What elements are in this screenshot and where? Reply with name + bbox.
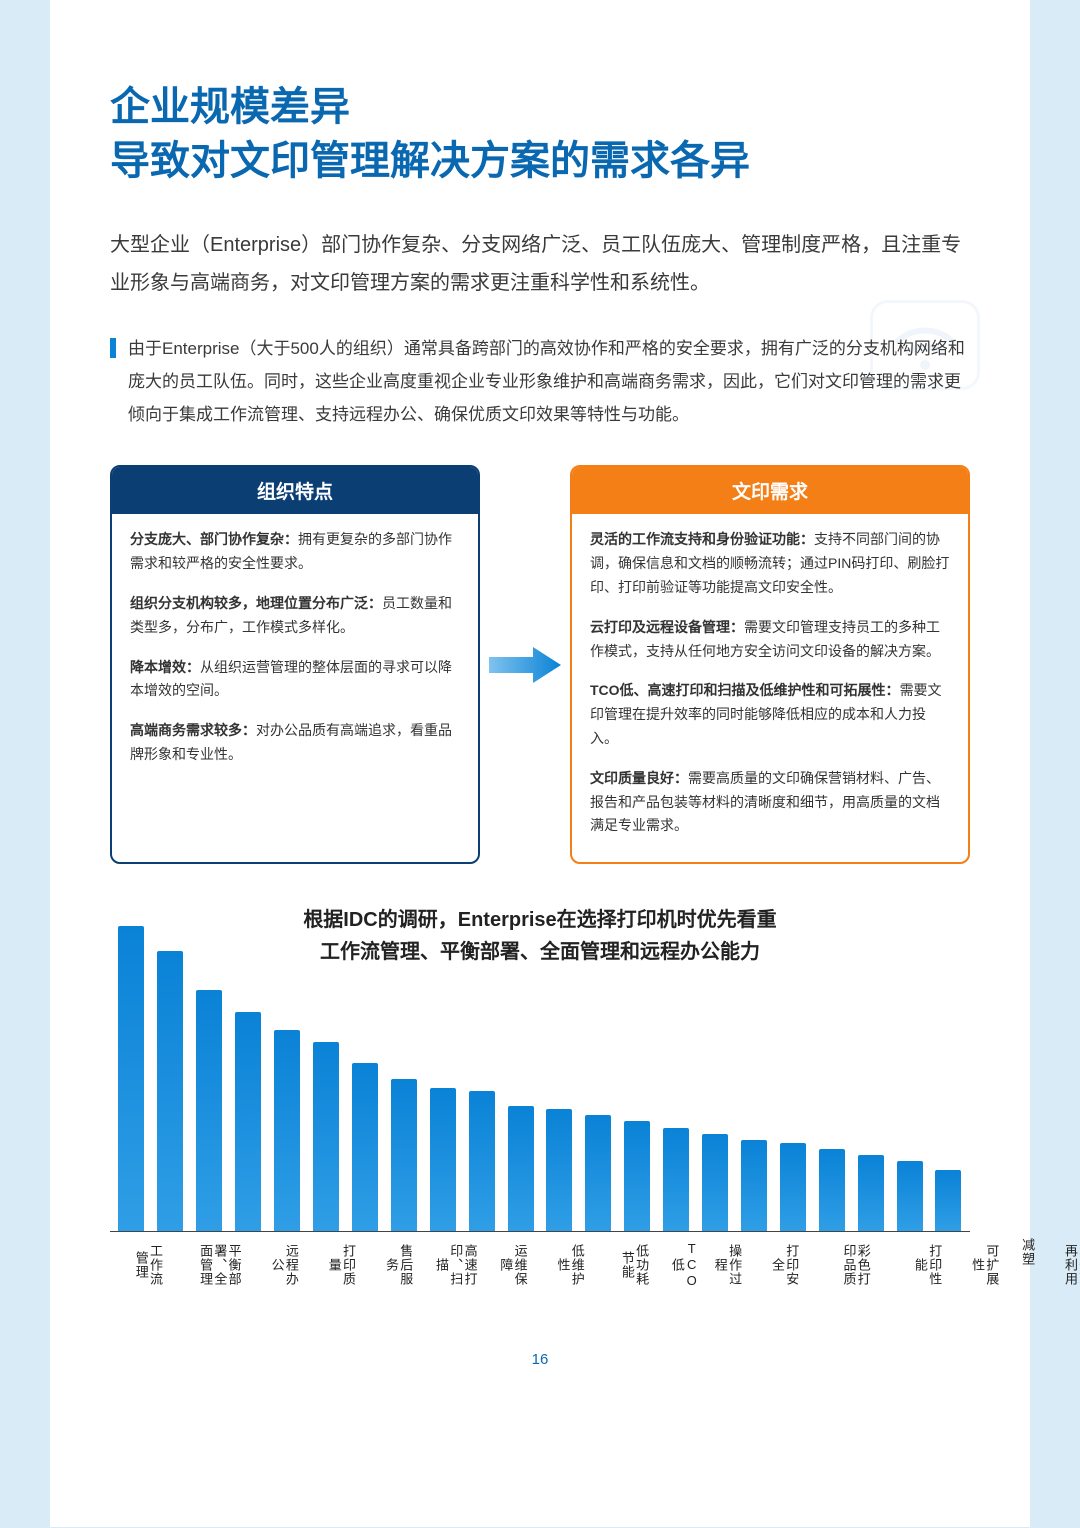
bar-column (112, 912, 151, 1231)
bar-column (423, 912, 462, 1231)
bar (235, 1012, 261, 1232)
document-page: 企业规模差异 导致对文印管理解决方案的需求各异 大型企业（Enterprise）… (50, 0, 1030, 1527)
card-item-bold: 云打印及远程设备管理： (590, 619, 744, 635)
print-needs-title: 文印需求 (572, 467, 968, 514)
title-line-1: 企业规模差异 (110, 85, 350, 129)
bar-column (540, 912, 579, 1231)
bar-label: 平衡部署、全面管理 (183, 1238, 254, 1291)
bar-column (579, 912, 618, 1231)
bar (546, 1109, 572, 1231)
page-number: 16 (110, 1351, 970, 1368)
bar-column (307, 912, 346, 1231)
bar-column (501, 912, 540, 1231)
bar (157, 951, 183, 1232)
bar (819, 1149, 845, 1231)
card-item-bold: 分支庞大、部门协作复杂： (130, 531, 298, 547)
bar (624, 1121, 650, 1231)
card-item: 组织分支机构较多，地理位置分布广泛：员工数量和类型多，分布广，工作模式多样化。 (130, 592, 460, 640)
card-item: 降本增效：从组织运营管理的整体层面的寻求可以降本增效的空间。 (130, 656, 460, 704)
bar-label: TCO低 (670, 1238, 699, 1291)
bar-column (657, 912, 696, 1231)
org-features-body: 分支庞大、部门协作复杂：拥有更复杂的多部门协作需求和较严格的安全性要求。组织分支… (112, 514, 478, 790)
card-item-bold: 高端商务需求较多： (130, 722, 256, 738)
card-item-bold: 文印质量良好： (590, 770, 688, 786)
bar (935, 1170, 961, 1231)
card-item: TCO低、高速打印和扫描及低维护性和可拓展性：需要文印管理在提升效率的同时能够降… (590, 679, 950, 750)
bar (274, 1030, 300, 1231)
bullet-block: 由于Enterprise（大于500人的组织）通常具备跨部门的高效协作和严格的安… (110, 332, 970, 431)
card-item: 高端商务需求较多：对办公品质有高端追求，看重品牌形象和专业性。 (130, 719, 460, 767)
print-needs-card: 文印需求 灵活的工作流支持和身份验证功能：支持不同部门间的协调，确保信息和文档的… (570, 465, 970, 864)
bar (313, 1042, 339, 1231)
card-item: 云打印及远程设备管理：需要文印管理支持员工的多种工作模式，支持从任何地方安全访问… (590, 616, 950, 664)
bar-label: 可扩展性 (956, 1238, 1013, 1291)
bar-column (384, 912, 423, 1231)
bar-column (462, 912, 501, 1231)
bar (663, 1128, 689, 1232)
org-features-card: 组织特点 分支庞大、部门协作复杂：拥有更复杂的多部门协作需求和较严格的安全性要求… (110, 465, 480, 864)
bar-label: 运维保障 (484, 1238, 541, 1291)
bar (391, 1079, 417, 1232)
bar-label: 售后服务 (369, 1238, 426, 1291)
bar (196, 990, 222, 1231)
card-item: 灵活的工作流支持和身份验证功能：支持不同部门间的协调，确保信息和文档的顺畅流转；… (590, 528, 950, 599)
bar-label: 高速打印、扫描 (427, 1238, 484, 1291)
bar (585, 1115, 611, 1231)
bar-column (773, 912, 812, 1231)
chart-labels: 工作流管理平衡部署、全面管理远程办公打印质量售后服务高速打印、扫描运维保障低维护… (110, 1232, 970, 1291)
bar (780, 1143, 806, 1231)
chart-bars (110, 912, 970, 1232)
bar (741, 1140, 767, 1232)
bar-label: 低功耗节能 (598, 1238, 669, 1291)
bar-label: 彩色打印品质 (813, 1238, 899, 1291)
bar-chart: 根据IDC的调研，Enterprise在选择打印机时优先看重 工作流管理、平衡部… (110, 904, 970, 1291)
bar-column (268, 912, 307, 1231)
bar-column (229, 912, 268, 1231)
bar (118, 926, 144, 1231)
bar-label: 工作流管理 (112, 1238, 183, 1291)
bar (469, 1091, 495, 1231)
bar (430, 1088, 456, 1231)
page-title: 企业规模差异 导致对文印管理解决方案的需求各异 (110, 80, 970, 188)
bar-label: 打印性能 (898, 1238, 955, 1291)
bar-column (151, 912, 190, 1231)
print-needs-body: 灵活的工作流支持和身份验证功能：支持不同部门间的协调，确保信息和文档的顺畅流转；… (572, 514, 968, 862)
bar (352, 1063, 378, 1231)
card-item-bold: 降本增效： (130, 659, 200, 675)
card-item-bold: 组织分支机构较多，地理位置分布广泛： (130, 595, 382, 611)
bar-column (190, 912, 229, 1231)
bar (897, 1161, 923, 1231)
bar-label: 减塑 (1013, 1238, 1042, 1291)
bar-column (890, 912, 929, 1231)
comparison-row: 组织特点 分支庞大、部门协作复杂：拥有更复杂的多部门协作需求和较严格的安全性要求… (110, 465, 970, 864)
bar-label: 打印质量 (312, 1238, 369, 1291)
card-item-bold: TCO低、高速打印和扫描及低维护性和可拓展性： (590, 682, 900, 698)
bar-column (345, 912, 384, 1231)
card-item: 文印质量良好：需要高质量的文印确保营销材料、广告、报告和产品包装等材料的清晰度和… (590, 767, 950, 838)
card-item-bold: 灵活的工作流支持和身份验证功能： (590, 531, 814, 547)
bar-column (696, 912, 735, 1231)
card-item: 分支庞大、部门协作复杂：拥有更复杂的多部门协作需求和较严格的安全性要求。 (130, 528, 460, 576)
bullet-text: 由于Enterprise（大于500人的组织）通常具备跨部门的高效协作和严格的安… (128, 332, 970, 431)
intro-paragraph: 大型企业（Enterprise）部门协作复杂、分支网络广泛、员工队伍庞大、管理制… (110, 226, 970, 302)
bar-label: 环保材质、材料循环再利用 (1041, 1238, 1080, 1291)
bar-label: 低维护性 (541, 1238, 598, 1291)
bar-label: 远程办公 (255, 1238, 312, 1291)
bar-column (812, 912, 851, 1231)
bar (508, 1106, 534, 1231)
arrow-icon (480, 465, 570, 864)
bar-column (735, 912, 774, 1231)
org-features-title: 组织特点 (112, 467, 478, 514)
bar-label: 操作过程 (698, 1238, 755, 1291)
bar-label: 打印安全 (755, 1238, 812, 1291)
bar (702, 1134, 728, 1232)
title-line-2: 导致对文印管理解决方案的需求各异 (110, 139, 750, 183)
bar-column (851, 912, 890, 1231)
bar (858, 1155, 884, 1231)
bar-column (618, 912, 657, 1231)
bar-column (929, 912, 968, 1231)
